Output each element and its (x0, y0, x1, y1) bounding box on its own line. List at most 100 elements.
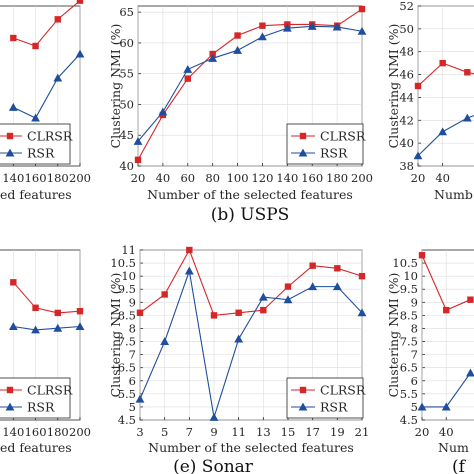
x-tick-label: 200 (69, 425, 91, 439)
x-axis-label: ed features (0, 440, 72, 455)
x-tick-label: 180 (47, 425, 69, 439)
data-point-clrsr (186, 246, 193, 254)
x-tick-label: 160 (25, 425, 47, 439)
y-tick-label: 8 (411, 321, 418, 335)
data-point-rsr (283, 295, 293, 304)
data-point-rsr (332, 22, 342, 31)
data-point-clrsr (10, 34, 17, 42)
data-point-clrsr (234, 32, 241, 39)
x-tick-label: 11 (231, 425, 246, 439)
y-tick-label: 4.5 (118, 413, 136, 427)
legend-label: RSR (320, 146, 348, 161)
data-point-rsr (258, 32, 267, 41)
y-tick-label: 42 (399, 113, 414, 127)
data-point-rsr (31, 325, 40, 334)
y-tick-label: 6 (411, 374, 418, 388)
series-line-rsr (417, 114, 474, 157)
y-tick-label: 48 (399, 45, 414, 59)
x-tick-label: 17 (305, 425, 320, 439)
x-tick-label: 5 (161, 425, 168, 439)
x-tick-label: 140 (2, 425, 24, 439)
data-point-clrsr (334, 265, 341, 272)
y-tick-label: 5.5 (118, 387, 136, 401)
legend-marker (6, 132, 14, 140)
x-axis-label: Number of the selected features (147, 187, 353, 202)
data-point-clrsr (32, 304, 39, 311)
legend-marker (5, 402, 15, 411)
series-line-clrsr (139, 248, 363, 316)
y-tick-label: 9.5 (400, 282, 418, 296)
y-tick-label: 44 (399, 90, 414, 104)
data-point-rsr (75, 49, 85, 58)
data-point-rsr (357, 308, 367, 317)
data-point-rsr (234, 334, 244, 343)
data-point-rsr (75, 322, 85, 331)
data-point-rsr (413, 151, 423, 160)
series-line-clrsr (13, 0, 81, 47)
y-axis-label: Clustering NMI (%) (386, 273, 401, 398)
legend-label: RSR (320, 400, 348, 415)
data-point-clrsr (54, 309, 61, 317)
x-tick-label: 200 (351, 171, 373, 185)
data-point-clrsr (134, 156, 142, 164)
y-tick-label: 6.5 (118, 361, 136, 375)
data-point-rsr (282, 23, 292, 32)
x-axis-label: Numb (434, 187, 473, 202)
x-tick-label: 40 (435, 171, 450, 185)
legend-marker (5, 148, 15, 157)
series-line-clrsr (137, 8, 363, 161)
legend-box (0, 377, 71, 419)
series-line-rsr (13, 53, 81, 119)
data-point-clrsr (464, 69, 471, 76)
y-tick-label: 10.5 (392, 256, 418, 270)
y-tick-label: 38 (399, 159, 414, 173)
data-point-clrsr (136, 309, 144, 316)
y-tick-label: 6.5 (400, 361, 418, 375)
y-tick-label: 65 (119, 5, 134, 19)
series-line-clrsr (417, 62, 474, 87)
data-point-rsr (438, 127, 448, 136)
data-point-rsr (8, 102, 18, 111)
y-tick-label: 52 (399, 0, 414, 13)
subplot-a: 140 160 180 200 CLRSR RSR ed features (0, 0, 91, 202)
y-tick-label: 8.5 (118, 308, 136, 322)
y-tick-label: 40 (399, 136, 414, 150)
x-tick-label: 120 (251, 171, 273, 185)
x-tick-label: 160 (25, 171, 47, 185)
data-point-clrsr (235, 309, 242, 316)
legend: CLRSR RSR (0, 377, 73, 419)
y-tick-label: 4.5 (400, 413, 418, 427)
x-tick-label: 40 (156, 171, 171, 185)
y-tick-label: 8.5 (400, 308, 418, 322)
y-axis-label: Clustering NMI (%) (108, 24, 123, 149)
y-tick-label: 50 (399, 22, 414, 36)
data-point-rsr (308, 282, 318, 291)
plot-frame (417, 5, 474, 167)
subplot-caption: (e) Sonar (173, 457, 254, 474)
x-tick-label: 180 (47, 171, 69, 185)
data-point-clrsr (76, 0, 84, 4)
data-point-rsr (160, 337, 170, 346)
subplot-caption: (f (452, 457, 467, 474)
subplot-c: 38 40 42 44 46 48 50 52 20 40 Numb Clustering NMI (… (386, 0, 474, 202)
data-point-clrsr (358, 5, 366, 13)
legend-label: RSR (27, 146, 55, 161)
data-point-rsr (441, 402, 451, 411)
data-point-clrsr (309, 262, 316, 269)
legend-marker (6, 386, 14, 394)
x-axis-label: ed features (0, 187, 72, 202)
data-point-clrsr (467, 296, 474, 303)
y-tick-label: 6 (129, 374, 136, 388)
y-tick-label: 9 (411, 295, 418, 309)
y-tick-label: 9.5 (118, 282, 136, 296)
y-tick-label: 7 (129, 348, 136, 362)
x-tick-label: 3 (136, 425, 143, 439)
legend-label: RSR (27, 400, 55, 415)
x-tick-label: 80 (205, 171, 220, 185)
x-tick-label: 180 (326, 171, 348, 185)
y-tick-label: 55 (119, 67, 134, 81)
data-point-rsr (466, 368, 474, 377)
data-point-rsr (183, 64, 193, 73)
x-tick-label: 40 (439, 425, 454, 439)
